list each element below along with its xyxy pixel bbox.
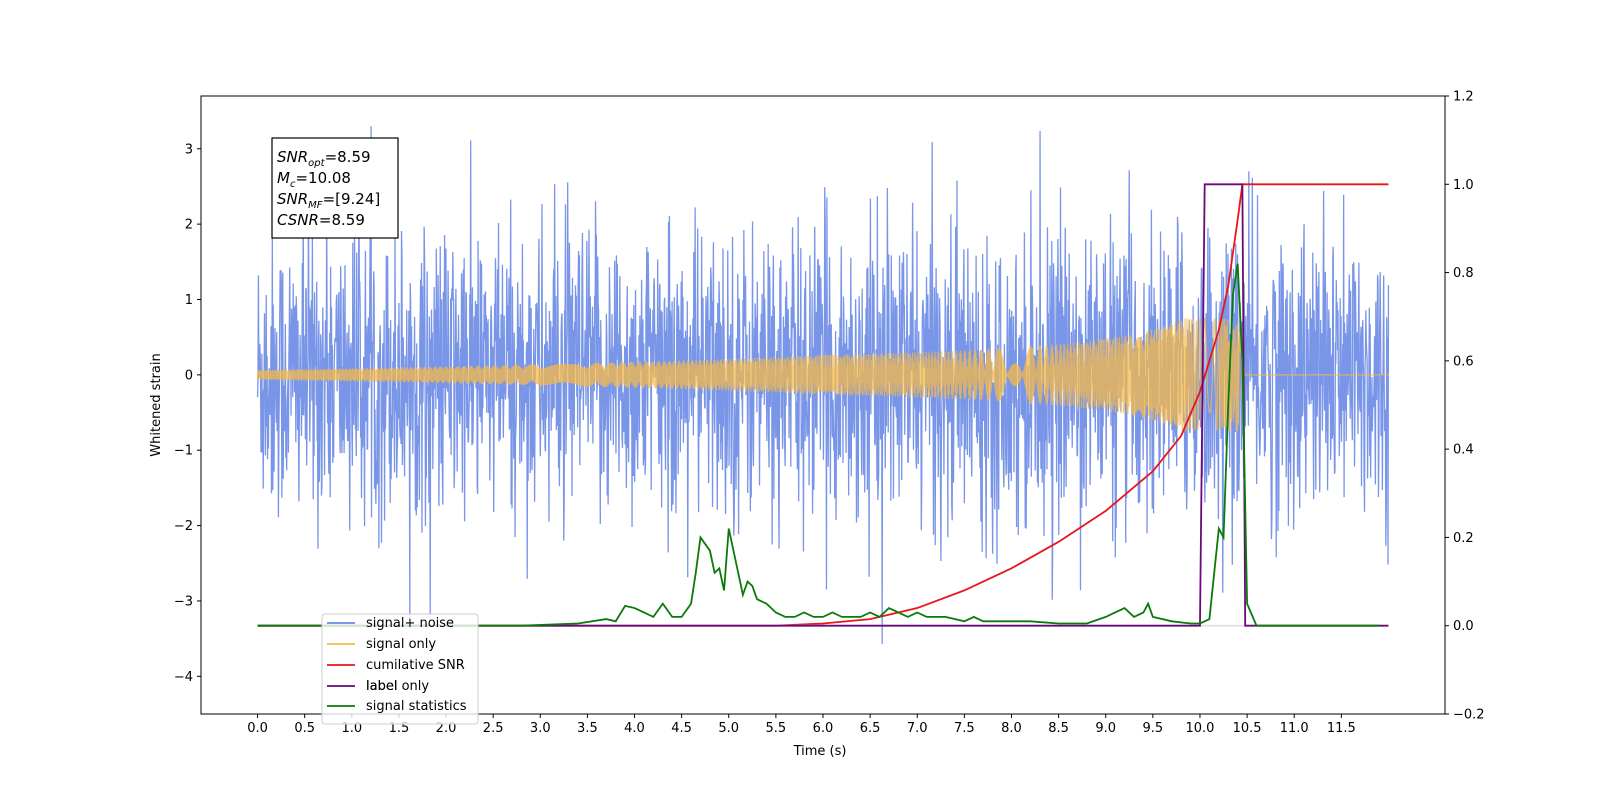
legend: signal+ noise signal only cumilative SNR la… <box>321 613 479 725</box>
annotation-subscript: c <box>290 179 296 190</box>
y2-tick-label: 0.0 <box>1453 619 1474 634</box>
legend-entry-signal-statistics: signal statistics <box>327 699 467 714</box>
x-tick-label: 10.0 <box>1185 721 1214 736</box>
y2-tick-label: 0.8 <box>1453 266 1474 281</box>
x-tick-label: 2.0 <box>436 721 457 736</box>
annotation-subscript: MF <box>308 200 323 211</box>
y-tick-label: 0 <box>185 368 193 383</box>
legend-entry-signal-noise: signal+ noise <box>327 616 454 631</box>
y-tick-label: −2 <box>174 519 193 534</box>
x-tick-label: 8.0 <box>1001 721 1022 736</box>
series-line-signal-only <box>256 316 1389 432</box>
annotation-value: =8.59 <box>325 148 371 166</box>
y-tick-label: 1 <box>185 293 193 308</box>
annotation-line: Mc=10.08 <box>277 169 351 190</box>
x-tick-label: 0.5 <box>294 721 315 736</box>
series-line-cumilative-snr <box>257 183 1389 627</box>
annotation-symbol: SNR <box>277 148 308 166</box>
y-tick-label: 2 <box>185 218 193 233</box>
x-tick-label: 5.5 <box>766 721 787 736</box>
y2-tick-label: 0.6 <box>1453 354 1474 369</box>
x-tick-label: 7.5 <box>954 721 975 736</box>
x-tick-label: 2.5 <box>483 721 504 736</box>
x-tick-label: 4.5 <box>671 721 692 736</box>
y2-tick-label: 1.2 <box>1453 90 1474 105</box>
x-tick-label: 8.5 <box>1048 721 1069 736</box>
x-tick-label: 6.0 <box>813 721 834 736</box>
legend-label: cumilative SNR <box>366 658 465 673</box>
x-tick-label: 9.5 <box>1143 721 1164 736</box>
y-tick-label: 3 <box>185 142 193 157</box>
annotation-frame <box>271 137 399 239</box>
annotation-line: SNRMF=[9.24] <box>277 190 380 211</box>
y2-tick-label: 0.2 <box>1453 531 1474 546</box>
annotation-line: SNRopt=8.59 <box>277 148 371 169</box>
annotation-value: =10.08 <box>295 169 351 187</box>
x-axis-label: Time (s) <box>793 744 847 759</box>
series-line-signal-plus-noise <box>256 126 1390 645</box>
y-axis-right: 1.2 1.0 0.8 0.6 0.4 0.2 0.0 −0.2 <box>1445 90 1485 723</box>
legend-label: signal statistics <box>366 699 467 714</box>
y-axis-left: 3 2 1 0 −1 −2 −3 −4 <box>174 142 201 685</box>
y-tick-label: −1 <box>174 444 193 459</box>
y2-tick-label: 1.0 <box>1453 178 1474 193</box>
x-tick-label: 10.5 <box>1233 721 1262 736</box>
x-tick-label: 0.0 <box>247 721 268 736</box>
annotation-line: CSNR=8.59 <box>277 211 365 229</box>
y-tick-label: −3 <box>174 594 193 609</box>
x-tick-label: 3.0 <box>530 721 551 736</box>
legend-label: signal+ noise <box>366 616 454 631</box>
x-tick-label: 1.5 <box>389 721 410 736</box>
annotation-value: =8.59 <box>319 211 365 229</box>
x-tick-label: 6.5 <box>860 721 881 736</box>
legend-frame <box>321 613 479 725</box>
annotation-symbol: CSNR <box>277 211 319 229</box>
y-tick-label: −4 <box>174 670 193 685</box>
x-tick-label: 11.0 <box>1280 721 1309 736</box>
x-tick-label: 3.5 <box>577 721 598 736</box>
legend-entry-label: label <box>327 679 397 694</box>
legend-label: label <box>366 679 397 694</box>
y2-tick-label: −0.2 <box>1453 708 1485 723</box>
x-tick-label: 1.0 <box>341 721 362 736</box>
legend-entry-cumilative-snr: cumilative SNR <box>327 658 465 673</box>
y2-tick-label: 0.4 <box>1453 443 1474 458</box>
x-tick-label: 9.0 <box>1095 721 1116 736</box>
x-tick-label: 4.0 <box>624 721 645 736</box>
annotation-symbol: SNR <box>277 190 308 208</box>
x-tick-label: 11.5 <box>1327 721 1356 736</box>
x-axis: 0.0 0.5 1.0 1.5 2.0 2.5 3.0 3.5 4.0 4.5 5.0 5.5 6.0 6… <box>247 714 1356 736</box>
x-tick-label: 5.0 <box>718 721 739 736</box>
legend-label: signal only <box>366 637 436 652</box>
x-tick-label: 7.0 <box>907 721 928 736</box>
annotation-value: =[9.24] <box>323 190 381 208</box>
annotation-symbol: M <box>277 169 290 187</box>
series-line-signal-statistics <box>257 263 1380 627</box>
y-axis-label: Whitened strain <box>149 353 164 456</box>
legend-label: label only <box>366 679 429 694</box>
legend-entry-signal-only: signal only <box>327 637 436 652</box>
annotation-subscript: opt <box>308 158 325 169</box>
